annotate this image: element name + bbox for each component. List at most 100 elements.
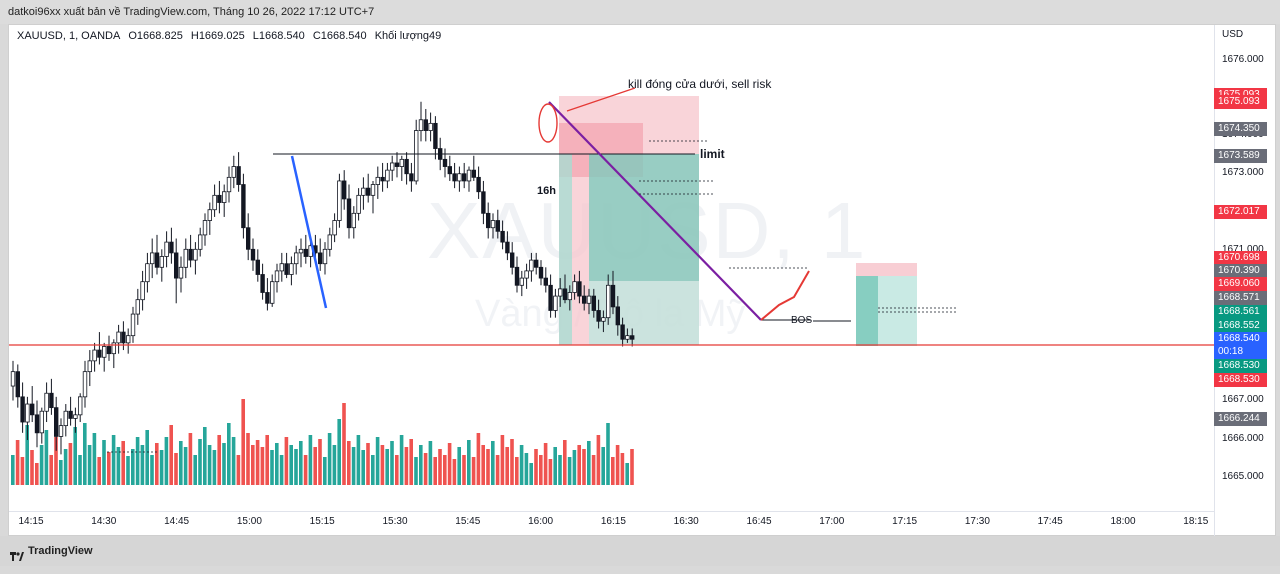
candle-body (428, 122, 433, 131)
candle-body (221, 191, 227, 203)
candle-body (10, 371, 16, 387)
candle-body (630, 335, 635, 340)
volume-bar (433, 457, 437, 485)
candle-body (269, 281, 275, 304)
chart-area[interactable]: XAUUSD, 1 Vàng / Đô la Mỹ XAUUSD, 1, OAN… (8, 24, 1276, 537)
candle-body (356, 194, 361, 214)
price-tick-label: 1667.000 (1222, 394, 1264, 405)
candle-body (514, 266, 520, 286)
volume-bar (92, 433, 97, 485)
candle-body (116, 331, 121, 344)
volume-bar (198, 439, 202, 485)
candle-body (423, 119, 428, 131)
price-badge: 1674.350 (1214, 121, 1267, 136)
candle-body (102, 346, 107, 358)
candle-body (154, 252, 160, 268)
volume-bar (164, 437, 169, 485)
annotation-limit[interactable]: limit (700, 147, 725, 161)
volume-bar (515, 457, 519, 485)
price-badge: 1668.540 (1214, 331, 1267, 346)
volume-bar (63, 449, 68, 485)
volume-bar (83, 423, 87, 485)
candle-body (562, 288, 568, 301)
candle-body (394, 162, 400, 167)
candle-body (505, 241, 510, 254)
candle-body (481, 191, 486, 214)
time-tick-label: 18:00 (1110, 516, 1136, 527)
candle-body (178, 266, 184, 279)
candle-body (149, 252, 155, 265)
candle-body (164, 241, 169, 257)
candle-body (548, 284, 553, 311)
candle-body (322, 248, 328, 265)
volume-bar (275, 443, 279, 485)
price-tick-label: 1665.000 (1222, 471, 1264, 482)
volume-bar (467, 440, 471, 485)
volume-bar (251, 445, 255, 485)
candle-body (606, 284, 611, 319)
candle-body (452, 173, 457, 182)
annotation-session-16h[interactable]: 16h (537, 185, 556, 197)
legend-open: O1668.825 (128, 30, 183, 42)
volume-bar (35, 463, 39, 485)
price-badge: 1673.589 (1214, 148, 1267, 163)
volume-bar (193, 455, 197, 485)
candle-body (298, 248, 304, 254)
volume-bar (121, 441, 125, 485)
volume-bar (15, 440, 20, 485)
volume-bar (284, 437, 289, 485)
candle-body (29, 403, 35, 416)
volume-bar (102, 440, 106, 485)
candle-body (620, 324, 625, 340)
volume-bar (519, 445, 524, 485)
price-badge: 1666.244 (1214, 412, 1267, 427)
volume-bar (294, 449, 298, 485)
annotation-kill-note[interactable]: kill đóng cửa dưới, sell risk (628, 77, 772, 91)
volume-bar (25, 425, 29, 485)
candle-body (471, 169, 476, 178)
volume-bar (510, 439, 514, 485)
time-tick-label: 14:45 (164, 516, 190, 527)
price-badge: 1672.017 (1214, 204, 1267, 219)
sell-zone-lower (589, 281, 699, 345)
candle-body (130, 313, 136, 337)
candle-body (418, 119, 424, 131)
annotation-bos[interactable]: BOS (791, 315, 813, 326)
candle-body (97, 349, 102, 358)
volume-bar (107, 452, 111, 485)
legend-low: L1668.540 (252, 30, 305, 42)
candle-body (20, 396, 25, 423)
candle-body (490, 220, 496, 229)
volume-bar (260, 447, 265, 485)
candle-body (39, 410, 44, 434)
volume-bar (500, 435, 505, 485)
candle-body (404, 158, 409, 175)
volume-bar (351, 447, 356, 485)
volume-bar (395, 455, 399, 485)
candle-body (519, 277, 524, 286)
sell-zone-target (589, 154, 699, 281)
volume-bar (44, 430, 49, 485)
price-chart-svg[interactable] (9, 25, 1214, 511)
candle-body (255, 259, 260, 275)
candle-body (553, 295, 558, 311)
volume-bar (68, 443, 73, 485)
time-tick-label: 17:30 (964, 516, 990, 527)
candle-body (68, 410, 73, 419)
volume-bar (270, 450, 274, 485)
candle-body (332, 220, 337, 236)
buy-zone-risk (856, 263, 917, 276)
volume-bar (486, 449, 490, 485)
volume-bar (558, 455, 562, 485)
candle-body (159, 256, 164, 268)
candle-body (169, 241, 174, 254)
volume-bar (462, 455, 466, 485)
volume-bar (563, 440, 567, 485)
candle-body (279, 263, 284, 272)
candle-body (447, 166, 452, 175)
candle-body (385, 169, 390, 182)
volume-bar (543, 443, 548, 485)
volume-bar (174, 453, 178, 485)
volume-bar (457, 447, 461, 485)
volume-bar (131, 449, 135, 485)
